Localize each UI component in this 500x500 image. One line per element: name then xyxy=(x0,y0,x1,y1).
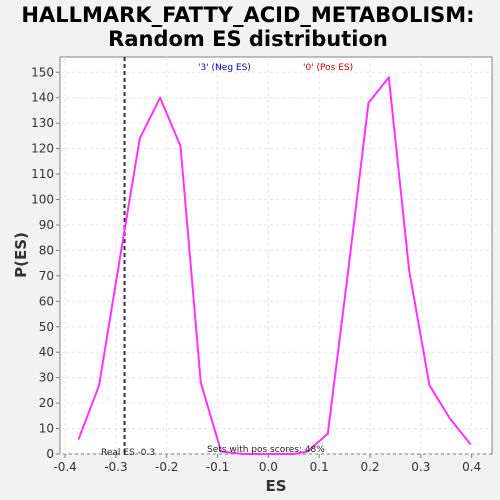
data-point xyxy=(267,453,270,455)
x-tick-label: 0.0 xyxy=(259,460,278,474)
data-point xyxy=(98,384,101,387)
x-tick-label: -0.4 xyxy=(53,460,76,474)
data-point xyxy=(292,453,295,455)
chart-marks xyxy=(77,57,472,455)
y-tick-label: 120 xyxy=(31,142,54,156)
data-point xyxy=(408,269,411,272)
y-tick-label: 70 xyxy=(39,269,54,283)
grid-lines xyxy=(60,57,492,455)
y-tick-label: 130 xyxy=(31,116,54,130)
data-point xyxy=(118,259,121,262)
y-tick-label: 40 xyxy=(39,345,54,359)
x-tick-label: 0.1 xyxy=(310,460,329,474)
x-tick-label: -0.1 xyxy=(206,460,229,474)
y-tick-label: 100 xyxy=(31,193,54,207)
y-tick-label: 80 xyxy=(39,243,54,257)
x-axis-label: ES xyxy=(265,477,286,495)
data-point xyxy=(220,450,223,453)
y-tick-label: 110 xyxy=(31,167,54,181)
x-tick-label: -0.3 xyxy=(104,460,127,474)
y-tick-label: 20 xyxy=(39,396,54,410)
y-tick-label: 140 xyxy=(31,91,54,105)
data-point xyxy=(367,101,370,104)
legend-neg-es: '3' (Neg ES) xyxy=(198,63,251,73)
series-line xyxy=(77,76,471,455)
legend-pos-es: '0' (Pos ES) xyxy=(303,63,353,73)
y-tick-label: 10 xyxy=(39,422,54,436)
data-point xyxy=(347,269,350,272)
x-tick-label: 0.2 xyxy=(360,460,379,474)
data-point xyxy=(199,381,202,384)
y-tick-label: 150 xyxy=(31,65,54,79)
data-point xyxy=(159,96,162,99)
x-tick-label: -0.2 xyxy=(155,460,178,474)
data-point xyxy=(138,137,141,140)
y-tick-label: 50 xyxy=(39,320,54,334)
y-tick-label: 90 xyxy=(39,218,54,232)
y-tick-label: 0 xyxy=(46,447,54,461)
y-axis-label: P(ES) xyxy=(12,232,30,278)
pos-scores-label: Sets with pos scores: 48% xyxy=(207,445,325,455)
x-tick-label: 0.4 xyxy=(462,460,481,474)
chart-title: HALLMARK_FATTY_ACID_METABOLISM: xyxy=(21,3,474,27)
data-point xyxy=(428,384,431,387)
chart-subtitle: Random ES distribution xyxy=(108,27,388,51)
data-point xyxy=(469,442,472,445)
data-point xyxy=(306,450,309,453)
data-point xyxy=(241,453,244,455)
real-es-label: Real ES -0.3 xyxy=(101,448,155,458)
data-point xyxy=(179,145,182,148)
data-point xyxy=(387,76,390,79)
data-point xyxy=(77,437,80,440)
y-tick-label: 30 xyxy=(39,371,54,385)
y-tick-label: 60 xyxy=(39,294,54,308)
x-axis-ticks: -0.4 -0.3 -0.2 -0.1 0.0 0.1 0.2 0.3 0.4 xyxy=(53,454,481,474)
data-point xyxy=(326,432,329,435)
x-tick-label: 0.3 xyxy=(411,460,430,474)
y-axis-ticks: 0 10 20 30 40 50 60 70 80 90 100 110 120 130 140 150 xyxy=(31,65,60,461)
data-point xyxy=(448,417,451,420)
